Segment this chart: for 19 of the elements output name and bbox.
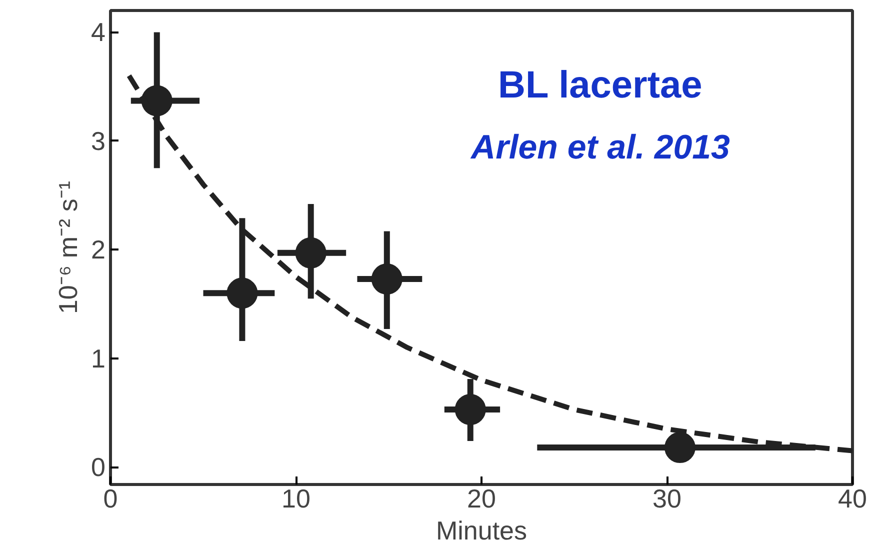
point <box>226 278 258 309</box>
x-tick-label: 40 <box>838 484 867 514</box>
x-tick-label: 10 <box>282 484 310 514</box>
point <box>371 264 402 294</box>
annotation: Arlen et al. 2013 <box>470 128 730 166</box>
point <box>664 432 696 464</box>
y-tick-label: 2 <box>91 234 106 265</box>
x-tick-label: 20 <box>467 484 496 514</box>
x-tick-label: 30 <box>652 484 682 514</box>
y-tick-label: 0 <box>91 452 106 482</box>
annotation: BL lacertae <box>498 64 702 106</box>
y-tick-label: 1 <box>91 343 106 374</box>
y-axis-title: 10⁻⁶ m⁻² s⁻¹ <box>53 180 84 314</box>
point <box>454 394 486 425</box>
y-tick-label: 4 <box>91 17 106 48</box>
x-axis-title: Minutes <box>436 516 528 546</box>
point <box>295 237 326 268</box>
point <box>141 85 172 116</box>
y-tick-label: 3 <box>91 126 106 156</box>
